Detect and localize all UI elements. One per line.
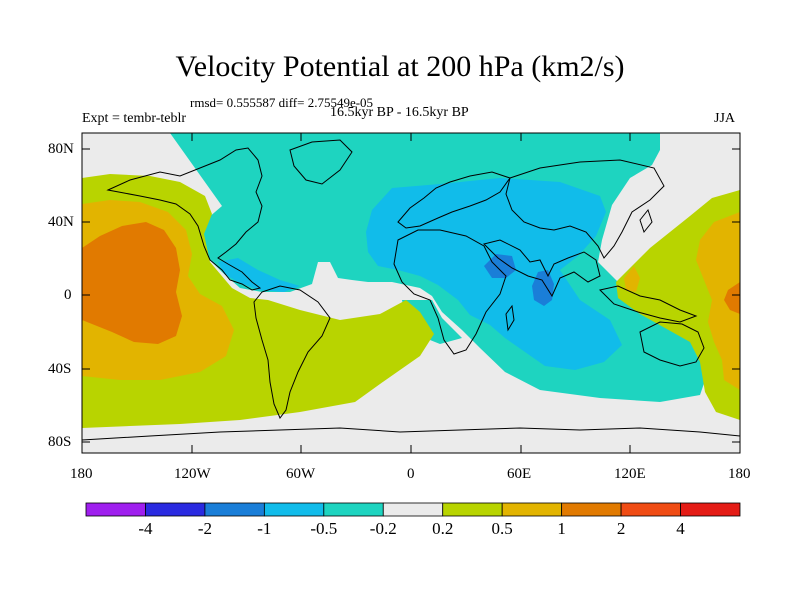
lat-tick-label-40n: 40N (48, 214, 74, 230)
colorbar-label: -1 (257, 519, 272, 538)
colorbar-label: 4 (676, 519, 685, 538)
coast-europe (397, 171, 511, 229)
colorbar-box (204, 502, 265, 517)
contour-orange-pacific (82, 222, 182, 344)
coast-maritime (599, 285, 698, 323)
colorbar-boxes (85, 502, 741, 517)
lat-tick-marks (82, 148, 740, 443)
contour-gold-eastpacific (696, 212, 740, 390)
colorbar-label: 0.2 (432, 519, 454, 538)
lon-tick-label-120e: 120E (614, 466, 646, 482)
coast-antarctica (82, 427, 740, 441)
stats-label: rmsd= 0.555587 diff= 2.75549e-05 (190, 95, 374, 110)
season-label: JJA (714, 111, 736, 126)
colorbar-box (382, 502, 444, 517)
lon-tick-label-180w: 180 (70, 466, 93, 482)
colorbar-box (263, 502, 325, 517)
coast-south-america (253, 285, 331, 419)
colorbar-label: 0.5 (491, 519, 513, 538)
plot-title: Velocity Potential at 200 hPa (km2/s) (175, 50, 625, 83)
lat-tick-label-40s: 40S (48, 361, 72, 377)
period-label: 16.5kyr BP - 16.5kyr BP (330, 105, 469, 120)
colorbar-label: -2 (197, 519, 212, 538)
colorbar-box (561, 502, 622, 517)
coast-japan (639, 208, 653, 234)
coastlines (82, 139, 740, 441)
lon-tick-label-180e: 180 (728, 466, 751, 482)
coast-madagascar (505, 304, 515, 332)
colorbar-box (323, 502, 384, 517)
colorbar-box (620, 502, 681, 517)
contour-gold-maritime (624, 266, 640, 292)
coast-arabia-india (483, 239, 601, 298)
coast-greenland (289, 139, 353, 185)
lat-tick-label-80s: 80S (48, 434, 72, 450)
lon-tick-marks (81, 133, 741, 453)
lon-tick-label-0: 0 (407, 466, 415, 482)
map-field (82, 133, 740, 453)
contour-orange-eastedge (724, 282, 740, 314)
colorbar-box (85, 502, 146, 517)
colorbar-box (145, 502, 206, 517)
lon-tick-label-120w: 120W (174, 466, 211, 482)
colorbar-label: -0.5 (310, 519, 338, 538)
experiment-label: Expt = tembr-teblr (82, 111, 187, 126)
colorbar-box (501, 502, 563, 517)
colorbar-label: -4 (138, 519, 153, 538)
colorbar-box (680, 502, 741, 517)
colorbar-label: 2 (616, 519, 626, 538)
colorbar-box (442, 502, 503, 517)
coast-australia (639, 321, 705, 367)
colorbar-label: -0.2 (369, 519, 397, 538)
lat-tick-label-80n: 80N (48, 141, 74, 157)
coast-north-america (106, 147, 263, 291)
coast-africa (393, 229, 507, 355)
colorbar-label: 1 (557, 519, 566, 538)
contour-lightblue-americas (218, 258, 300, 292)
lon-tick-label-60e: 60E (507, 466, 532, 482)
contour-blue-arabia (484, 254, 516, 278)
lat-tick-label-0: 0 (64, 287, 72, 303)
lon-tick-label-60w: 60W (286, 466, 316, 482)
coast-asia (505, 159, 665, 259)
